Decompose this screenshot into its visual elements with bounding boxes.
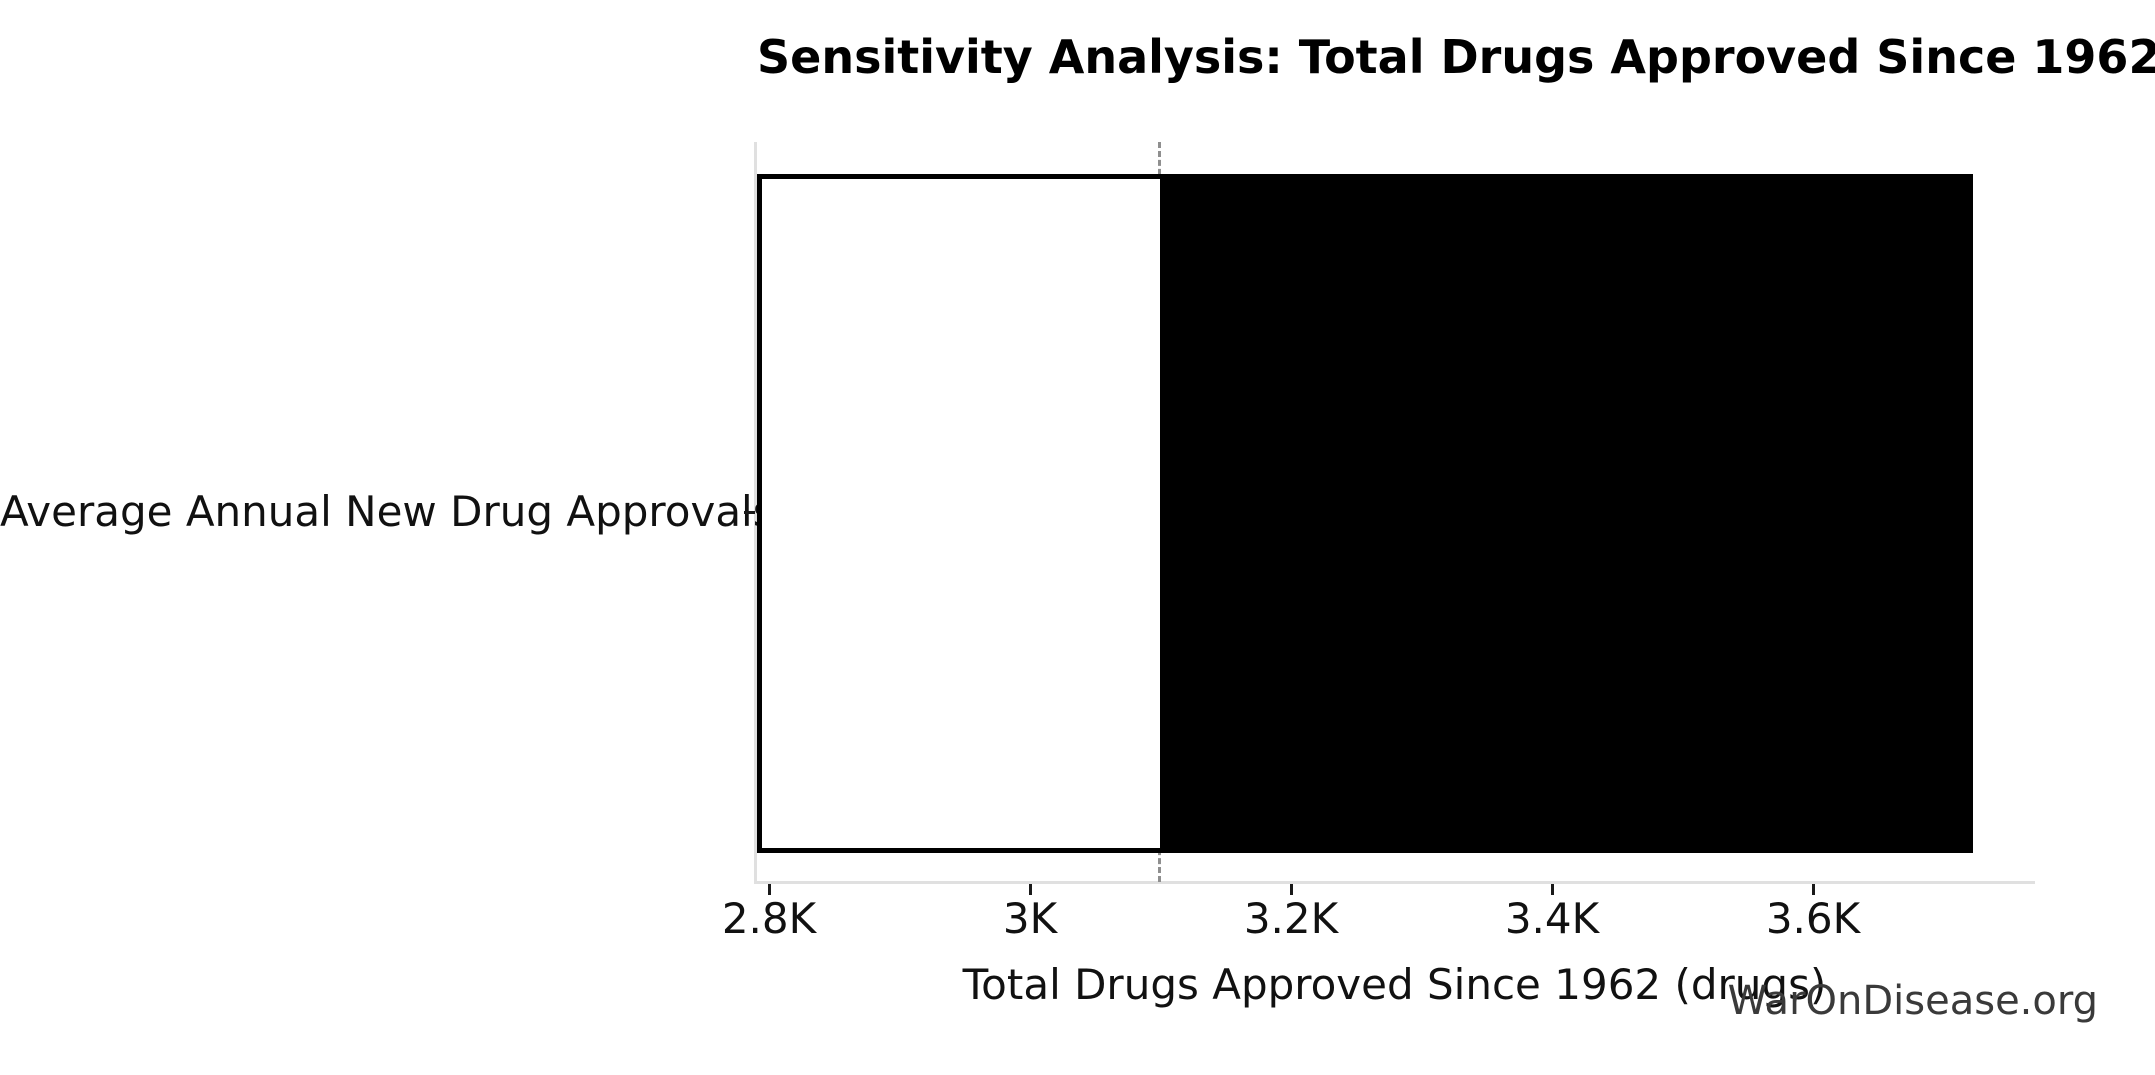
y-axis-tick-mark (744, 511, 755, 514)
x-tick-label-3.4k: 3.4K (1504, 894, 1600, 943)
y-axis-spine (754, 142, 757, 883)
x-tick-mark-3k (1029, 884, 1032, 895)
x-axis-spine (754, 881, 2035, 884)
x-tick-mark-2.8k (768, 884, 771, 895)
sensitivity-bar (757, 174, 1973, 853)
y-axis-category-label: Average Annual New Drug Approvals Global… (0, 487, 959, 536)
x-tick-label-3k: 3K (1002, 894, 1058, 943)
x-tick-label-3.6k: 3.6K (1765, 894, 1861, 943)
x-tick-label-2.8k: 2.8K (721, 894, 817, 943)
x-axis-label: Total Drugs Approved Since 1962 (drugs) (962, 960, 1827, 1009)
sensitivity-bar-high-segment (1160, 179, 1968, 848)
x-tick-mark-3.6k (1812, 884, 1815, 895)
watermark-text: WarOnDisease.org (1727, 978, 2098, 1024)
x-tick-mark-3.4k (1551, 884, 1554, 895)
chart-title: Sensitivity Analysis: Total Drugs Approv… (757, 30, 2155, 84)
x-tick-mark-3.2k (1290, 884, 1293, 895)
x-tick-label-3.2k: 3.2K (1243, 894, 1339, 943)
